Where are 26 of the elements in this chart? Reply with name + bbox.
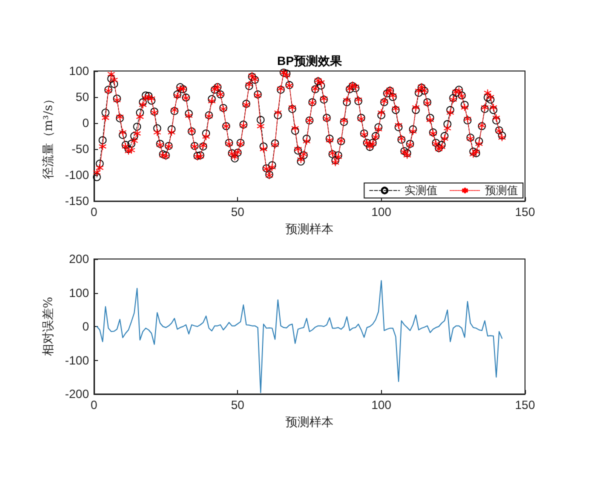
- y-tick-label: -200: [64, 387, 90, 401]
- x-axis-title: 预测样本: [286, 414, 334, 429]
- legend-label: 预测值: [485, 184, 518, 197]
- y-tick-label: -100: [64, 353, 90, 368]
- x-tick-label: 150: [514, 398, 536, 412]
- x-tick-label: 150: [514, 205, 536, 220]
- y-axis-title: 相对误差%: [41, 296, 56, 356]
- y-tick-label: 0: [82, 320, 90, 334]
- line-series: [96, 280, 503, 394]
- x-tick-label: 50: [230, 205, 245, 220]
- x-tick-label: 50: [230, 398, 245, 412]
- x-tick-label: 0: [90, 398, 98, 412]
- y-tick-label: 50: [76, 90, 90, 104]
- y-tick-label: 100: [68, 64, 90, 78]
- legend-label: 实测值: [404, 184, 438, 197]
- y-tick-label: -50: [72, 142, 90, 156]
- x-tick-label: 100: [371, 398, 392, 412]
- y-tick-label: -100: [64, 168, 90, 182]
- chart-title: BP预测效果: [277, 54, 343, 68]
- y-tick-label: 200: [68, 252, 90, 266]
- x-axis-title: 预测样本: [286, 222, 334, 236]
- x-tick-label: 100: [371, 205, 392, 220]
- y-tick-label: -150: [64, 194, 90, 208]
- y-tick-label: 100: [68, 286, 90, 300]
- y-axis-title: 径流量（m³/s）: [41, 92, 56, 180]
- y-tick-label: 0: [82, 116, 90, 130]
